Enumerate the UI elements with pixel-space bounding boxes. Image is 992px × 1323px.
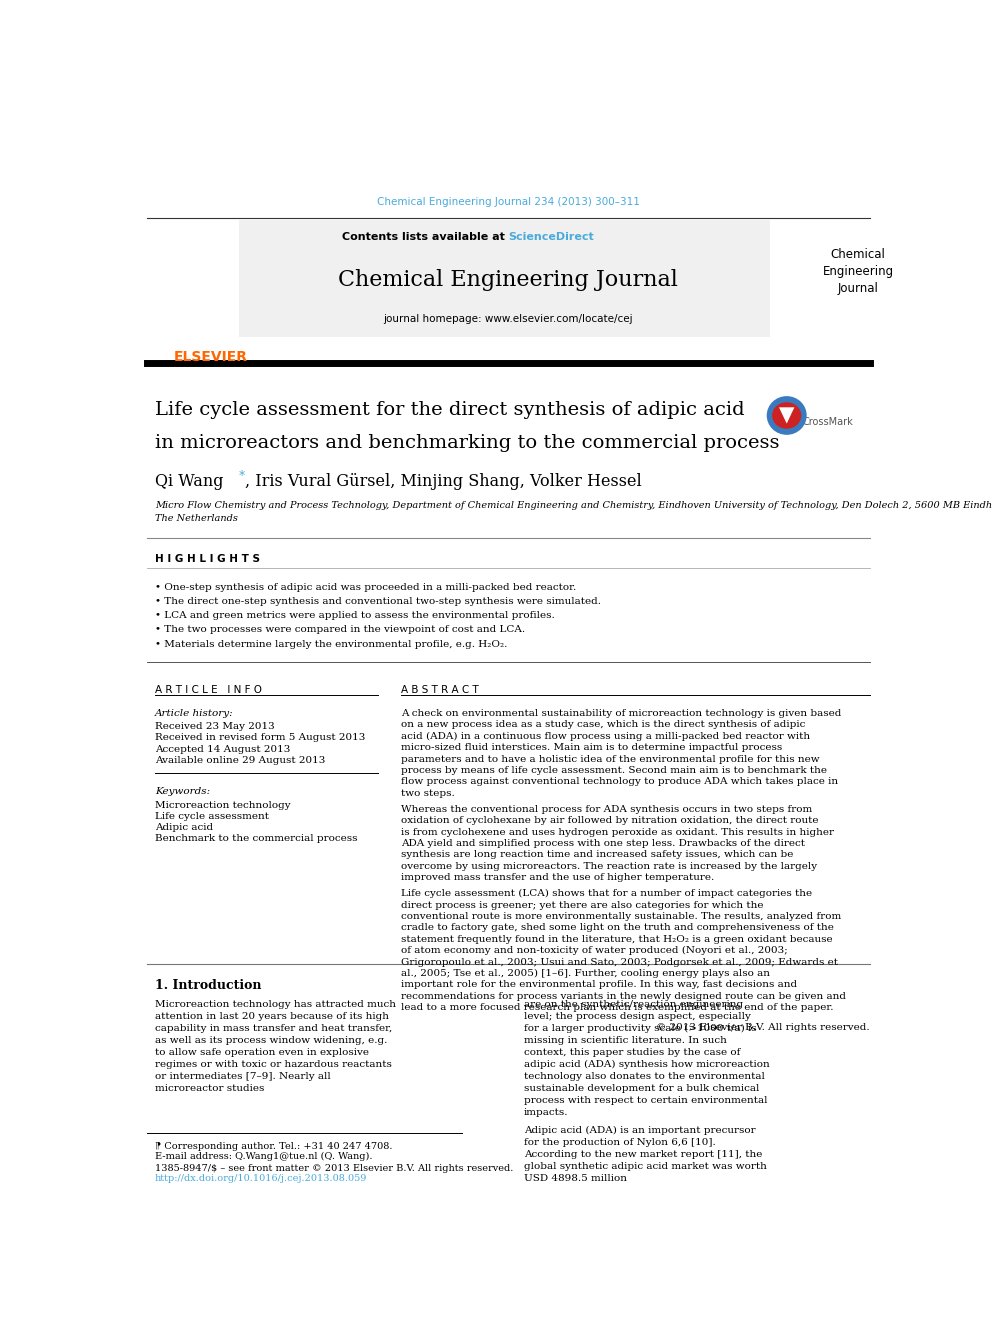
Text: • LCA and green metrics were applied to assess the environmental profiles.: • LCA and green metrics were applied to … <box>155 611 555 620</box>
Text: • The direct one-step synthesis and conventional two-step synthesis were simulat: • The direct one-step synthesis and conv… <box>155 597 601 606</box>
Text: ELSEVIER: ELSEVIER <box>174 351 248 364</box>
Text: 1385-8947/$ – see front matter © 2013 Elsevier B.V. All rights reserved.: 1385-8947/$ – see front matter © 2013 El… <box>155 1164 513 1174</box>
Text: micro-sized fluid interstices. Main aim is to determine impactful process: micro-sized fluid interstices. Main aim … <box>401 744 782 751</box>
Text: ADA yield and simplified process with one step less. Drawbacks of the direct: ADA yield and simplified process with on… <box>401 839 805 848</box>
Text: improved mass transfer and the use of higher temperature.: improved mass transfer and the use of hi… <box>401 873 714 882</box>
Text: Article history:: Article history: <box>155 709 233 718</box>
Text: of atom economy and non-toxicity of water produced (Noyori et al., 2003;: of atom economy and non-toxicity of wate… <box>401 946 788 955</box>
Text: 1. Introduction: 1. Introduction <box>155 979 261 992</box>
Text: Microreaction technology has attracted much: Microreaction technology has attracted m… <box>155 1000 396 1009</box>
Text: flow process against conventional technology to produce ADA which takes place in: flow process against conventional techno… <box>401 778 838 786</box>
Text: missing in scientific literature. In such: missing in scientific literature. In suc… <box>524 1036 727 1045</box>
Text: A check on environmental sustainability of microreaction technology is given bas: A check on environmental sustainability … <box>401 709 841 718</box>
Text: journal homepage: www.elsevier.com/locate/cej: journal homepage: www.elsevier.com/locat… <box>384 314 633 324</box>
Text: Contents lists available at: Contents lists available at <box>341 232 509 242</box>
Text: Available online 29 August 2013: Available online 29 August 2013 <box>155 755 325 765</box>
Text: E-mail address: Q.Wang1@tue.nl (Q. Wang).: E-mail address: Q.Wang1@tue.nl (Q. Wang)… <box>155 1152 372 1162</box>
Text: Qi Wang: Qi Wang <box>155 472 223 490</box>
Text: Chemical Engineering Journal 234 (2013) 300–311: Chemical Engineering Journal 234 (2013) … <box>377 197 640 208</box>
Text: acid (ADA) in a continuous flow process using a milli-packed bed reactor with: acid (ADA) in a continuous flow process … <box>401 732 809 741</box>
Text: or intermediates [7–9]. Nearly all: or intermediates [7–9]. Nearly all <box>155 1073 330 1081</box>
Text: synthesis are long reaction time and increased safety issues, which can be: synthesis are long reaction time and inc… <box>401 851 794 860</box>
Text: Keywords:: Keywords: <box>155 787 210 796</box>
Text: context, this paper studies by the case of: context, this paper studies by the case … <box>524 1048 740 1057</box>
Text: Benchmark to the commercial process: Benchmark to the commercial process <box>155 835 357 843</box>
Text: Micro Flow Chemistry and Process Technology, Department of Chemical Engineering : Micro Flow Chemistry and Process Technol… <box>155 501 992 523</box>
Text: A B S T R A C T: A B S T R A C T <box>401 685 478 696</box>
Text: sustainable development for a bulk chemical: sustainable development for a bulk chemi… <box>524 1085 759 1093</box>
Text: for a larger productivity scale (>1000 t/a) is: for a larger productivity scale (>1000 t… <box>524 1024 757 1033</box>
Text: overcome by using microreactors. The reaction rate is increased by the largely: overcome by using microreactors. The rea… <box>401 861 816 871</box>
Ellipse shape <box>772 402 802 429</box>
Polygon shape <box>779 407 795 423</box>
Text: • The two processes were compared in the viewpoint of cost and LCA.: • The two processes were compared in the… <box>155 626 525 634</box>
Text: *: * <box>238 470 245 483</box>
Text: regimes or with toxic or hazardous reactants: regimes or with toxic or hazardous react… <box>155 1060 392 1069</box>
Text: for the production of Nylon 6,6 [10].: for the production of Nylon 6,6 [10]. <box>524 1138 715 1147</box>
Text: oxidation of cyclohexane by air followed by nitration oxidation, the direct rout: oxidation of cyclohexane by air followed… <box>401 816 818 826</box>
Text: According to the new market report [11], the: According to the new market report [11],… <box>524 1150 762 1159</box>
Text: Grigoropoulo et al., 2003; Usui and Sato, 2003; Podgorsek et al., 2009; Edwards : Grigoropoulo et al., 2003; Usui and Sato… <box>401 958 838 967</box>
Text: Microreaction technology: Microreaction technology <box>155 800 291 810</box>
Text: technology also donates to the environmental: technology also donates to the environme… <box>524 1073 765 1081</box>
Text: as well as its process window widening, e.g.: as well as its process window widening, … <box>155 1036 387 1045</box>
Ellipse shape <box>767 396 806 435</box>
Text: Received in revised form 5 August 2013: Received in revised form 5 August 2013 <box>155 733 365 742</box>
Text: capability in mass transfer and heat transfer,: capability in mass transfer and heat tra… <box>155 1024 392 1033</box>
Text: adipic acid (ADA) synthesis how microreaction: adipic acid (ADA) synthesis how microrea… <box>524 1060 770 1069</box>
Text: on a new process idea as a study case, which is the direct synthesis of adipic: on a new process idea as a study case, w… <box>401 720 806 729</box>
Text: important role for the environmental profile. In this way, fast decisions and: important role for the environmental pro… <box>401 980 797 990</box>
Text: Adipic acid (ADA) is an important precursor: Adipic acid (ADA) is an important precur… <box>524 1126 755 1135</box>
Text: conventional route is more environmentally sustainable. The results, analyzed fr: conventional route is more environmental… <box>401 912 841 921</box>
Text: Chemical Engineering Journal: Chemical Engineering Journal <box>338 269 679 291</box>
Text: global synthetic adipic acid market was worth: global synthetic adipic acid market was … <box>524 1162 767 1171</box>
Text: Accepted 14 August 2013: Accepted 14 August 2013 <box>155 745 290 754</box>
Text: al., 2005; Tse et al., 2005) [1–6]. Further, cooling energy plays also an: al., 2005; Tse et al., 2005) [1–6]. Furt… <box>401 968 770 978</box>
Text: Life cycle assessment: Life cycle assessment <box>155 812 269 820</box>
Text: Life cycle assessment for the direct synthesis of adipic acid: Life cycle assessment for the direct syn… <box>155 401 744 419</box>
FancyBboxPatch shape <box>239 220 770 337</box>
Text: CrossMark: CrossMark <box>803 417 853 426</box>
Text: level; the process design aspect, especially: level; the process design aspect, especi… <box>524 1012 751 1021</box>
Text: impacts.: impacts. <box>524 1109 568 1118</box>
Text: ⁋ Corresponding author. Tel.: +31 40 247 4708.: ⁋ Corresponding author. Tel.: +31 40 247… <box>155 1142 392 1151</box>
Text: Adipic acid: Adipic acid <box>155 823 213 832</box>
Text: are on the synthetic/reaction engineering: are on the synthetic/reaction engineerin… <box>524 1000 743 1009</box>
Text: A R T I C L E   I N F O: A R T I C L E I N F O <box>155 685 262 696</box>
Text: to allow safe operation even in explosive: to allow safe operation even in explosiv… <box>155 1048 369 1057</box>
Text: cradle to factory gate, shed some light on the truth and comprehensiveness of th: cradle to factory gate, shed some light … <box>401 923 833 933</box>
Text: direct process is greener; yet there are also categories for which the: direct process is greener; yet there are… <box>401 901 763 909</box>
Text: , Iris Vural Gürsel, Minjing Shang, Volker Hessel: , Iris Vural Gürsel, Minjing Shang, Volk… <box>245 472 642 490</box>
Text: attention in last 20 years because of its high: attention in last 20 years because of it… <box>155 1012 389 1021</box>
Text: © 2013 Elsevier B.V. All rights reserved.: © 2013 Elsevier B.V. All rights reserved… <box>656 1023 870 1032</box>
Text: statement frequently found in the literature, that H₂O₂ is a green oxidant becau: statement frequently found in the litera… <box>401 935 832 943</box>
Text: Whereas the conventional process for ADA synthesis occurs in two steps from: Whereas the conventional process for ADA… <box>401 804 812 814</box>
Text: • Materials determine largely the environmental profile, e.g. H₂O₂.: • Materials determine largely the enviro… <box>155 639 507 648</box>
Text: microreactor studies: microreactor studies <box>155 1085 264 1093</box>
Text: process by means of life cycle assessment. Second main aim is to benchmark the: process by means of life cycle assessmen… <box>401 766 826 775</box>
Text: is from cyclohexene and uses hydrogen peroxide as oxidant. This results in highe: is from cyclohexene and uses hydrogen pe… <box>401 827 833 836</box>
Text: Chemical
Engineering
Journal: Chemical Engineering Journal <box>822 249 894 295</box>
Text: Life cycle assessment (LCA) shows that for a number of impact categories the: Life cycle assessment (LCA) shows that f… <box>401 889 811 898</box>
Text: Received 23 May 2013: Received 23 May 2013 <box>155 722 275 732</box>
Text: http://dx.doi.org/10.1016/j.cej.2013.08.059: http://dx.doi.org/10.1016/j.cej.2013.08.… <box>155 1175 367 1183</box>
Text: two steps.: two steps. <box>401 789 454 798</box>
Text: recommendations for process variants in the newly designed route can be given an: recommendations for process variants in … <box>401 992 846 1000</box>
Text: • One-step synthesis of adipic acid was proceeded in a milli-packed bed reactor.: • One-step synthesis of adipic acid was … <box>155 582 576 591</box>
Text: H I G H L I G H T S: H I G H L I G H T S <box>155 554 260 564</box>
Text: ScienceDirect: ScienceDirect <box>509 232 594 242</box>
Text: parameters and to have a holistic idea of the environmental profile for this new: parameters and to have a holistic idea o… <box>401 754 819 763</box>
Text: process with respect to certain environmental: process with respect to certain environm… <box>524 1097 767 1106</box>
Text: in microreactors and benchmarking to the commercial process: in microreactors and benchmarking to the… <box>155 434 780 452</box>
Text: lead to a more focused research plan which is exemplified at the end of the pape: lead to a more focused research plan whi… <box>401 1003 833 1012</box>
Text: USD 4898.5 million: USD 4898.5 million <box>524 1174 627 1183</box>
